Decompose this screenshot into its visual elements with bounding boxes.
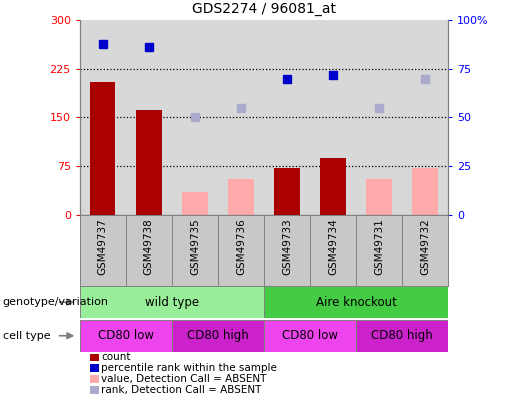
Bar — [264, 286, 448, 318]
Text: GSM49732: GSM49732 — [420, 218, 430, 275]
Bar — [80, 320, 172, 352]
Text: GSM49737: GSM49737 — [98, 218, 108, 275]
Bar — [264, 320, 356, 352]
Text: wild type: wild type — [145, 296, 199, 309]
Text: genotype/variation: genotype/variation — [3, 297, 109, 307]
Text: GSM49731: GSM49731 — [374, 218, 384, 275]
Text: count: count — [101, 352, 131, 362]
Text: cell type: cell type — [3, 331, 50, 341]
Text: percentile rank within the sample: percentile rank within the sample — [101, 363, 278, 373]
Text: Aire knockout: Aire knockout — [316, 296, 397, 309]
Bar — [320, 158, 346, 215]
Text: CD80 low: CD80 low — [98, 329, 154, 342]
Text: GSM49738: GSM49738 — [144, 218, 154, 275]
Bar — [274, 168, 300, 215]
Text: GSM49736: GSM49736 — [236, 218, 246, 275]
Text: GSM49733: GSM49733 — [282, 218, 292, 275]
Title: GDS2274 / 96081_at: GDS2274 / 96081_at — [192, 2, 336, 17]
Bar — [356, 320, 448, 352]
Bar — [228, 179, 253, 215]
Bar — [136, 110, 162, 215]
Text: CD80 low: CD80 low — [282, 329, 338, 342]
Text: GSM49734: GSM49734 — [328, 218, 338, 275]
Text: GSM49735: GSM49735 — [190, 218, 200, 275]
Bar — [366, 179, 392, 215]
Text: value, Detection Call = ABSENT: value, Detection Call = ABSENT — [101, 374, 267, 384]
Bar — [80, 286, 264, 318]
Bar — [182, 192, 208, 215]
Text: CD80 high: CD80 high — [371, 329, 433, 342]
Bar — [172, 320, 264, 352]
Bar — [413, 168, 438, 215]
Text: CD80 high: CD80 high — [187, 329, 249, 342]
Text: rank, Detection Call = ABSENT: rank, Detection Call = ABSENT — [101, 385, 262, 395]
Bar — [90, 82, 115, 215]
